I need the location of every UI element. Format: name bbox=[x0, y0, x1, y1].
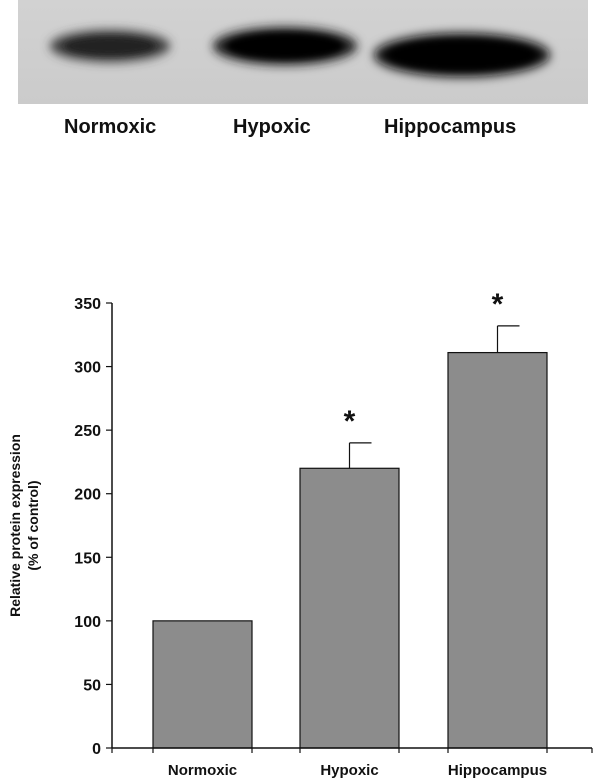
significance-marker-hypoxic: * bbox=[344, 405, 356, 438]
x-tick-label-hippocampus: Hippocampus bbox=[448, 762, 547, 779]
blot-band-hippocampus bbox=[374, 33, 550, 77]
bar-normoxic bbox=[152, 620, 253, 749]
bar-hippocampus bbox=[447, 351, 548, 749]
y-tick-label-50: 50 bbox=[83, 677, 101, 694]
y-axis-label-line-1: Relative protein expression bbox=[7, 434, 23, 617]
y-axis-label-line-2: (% of control) bbox=[25, 480, 41, 570]
western-blot-image bbox=[18, 0, 588, 104]
blot-band-normoxic bbox=[50, 30, 170, 62]
blot-band-hypoxic bbox=[213, 27, 357, 65]
y-tick-label-300: 300 bbox=[74, 360, 101, 377]
significance-marker-hippocampus: * bbox=[492, 288, 504, 321]
y-tick-label-150: 150 bbox=[74, 550, 101, 567]
x-tick-label-hypoxic: Hypoxic bbox=[320, 762, 378, 779]
bar-hypoxic bbox=[299, 467, 400, 749]
x-tick-label-normoxic: Normoxic bbox=[168, 762, 237, 779]
y-tick-label-100: 100 bbox=[74, 614, 101, 631]
y-tick-label-250: 250 bbox=[74, 423, 101, 440]
bar-chart: Normoxic * Hypoxic * Hippocampus 0 50 100 150 200… bbox=[7, 288, 593, 779]
blot-lane-label-normoxic: Normoxic bbox=[64, 116, 157, 138]
blot-lane-label-hypoxic: Hypoxic bbox=[233, 116, 311, 138]
y-tick-label-350: 350 bbox=[74, 296, 101, 313]
y-tick-label-200: 200 bbox=[74, 487, 101, 504]
blot-lane-label-hippocampus: Hippocampus bbox=[384, 116, 517, 138]
y-tick-label-0: 0 bbox=[92, 741, 101, 758]
